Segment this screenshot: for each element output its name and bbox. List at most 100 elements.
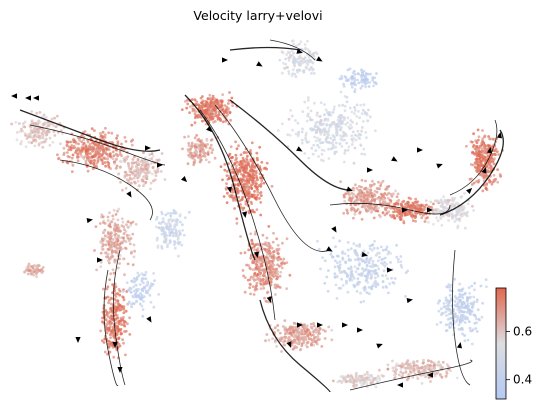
cell-point bbox=[157, 226, 161, 230]
cell-point bbox=[256, 178, 259, 182]
cell-point bbox=[70, 156, 74, 160]
cell-point bbox=[104, 126, 107, 130]
cell-point bbox=[41, 266, 45, 269]
cell-point bbox=[204, 158, 208, 162]
cell-point bbox=[310, 146, 314, 150]
cell-point bbox=[392, 192, 395, 196]
cell-point bbox=[376, 274, 380, 278]
cell-point bbox=[341, 258, 345, 261]
cell-point bbox=[198, 156, 202, 160]
cell-point bbox=[430, 367, 434, 371]
cell-point bbox=[457, 327, 461, 331]
cell-point bbox=[326, 117, 330, 121]
cell-point bbox=[467, 304, 471, 308]
cell-point bbox=[313, 135, 316, 139]
cell-point bbox=[291, 60, 295, 64]
cell-point bbox=[254, 278, 258, 281]
cell-point bbox=[144, 289, 148, 293]
cell-point bbox=[342, 131, 346, 134]
cell-point bbox=[115, 309, 119, 312]
cell-point bbox=[171, 234, 175, 238]
cell-point bbox=[107, 257, 111, 261]
cell-point bbox=[372, 207, 376, 211]
cell-point bbox=[90, 127, 94, 131]
cell-point bbox=[276, 272, 280, 276]
cell-point bbox=[467, 286, 471, 289]
cell-point bbox=[370, 249, 374, 252]
cell-point bbox=[247, 248, 251, 252]
cell-point bbox=[255, 195, 258, 199]
cell-point bbox=[276, 283, 279, 287]
cell-point bbox=[226, 113, 230, 116]
cell-point bbox=[335, 123, 338, 127]
cell-point bbox=[298, 348, 302, 352]
cell-point bbox=[358, 132, 361, 136]
cell-point bbox=[457, 323, 461, 327]
cell-point bbox=[399, 367, 403, 371]
cell-point bbox=[283, 343, 287, 347]
cell-point bbox=[333, 259, 337, 263]
cell-point bbox=[433, 364, 436, 368]
cell-point bbox=[40, 134, 44, 138]
cell-point bbox=[82, 138, 86, 142]
cell-point bbox=[116, 299, 120, 303]
cell-point bbox=[458, 217, 461, 221]
cell-point bbox=[72, 138, 76, 142]
cell-point bbox=[406, 210, 410, 214]
cell-point bbox=[361, 259, 365, 263]
cell-point bbox=[285, 261, 289, 264]
cell-point bbox=[364, 131, 368, 134]
cell-point bbox=[346, 254, 350, 258]
cell-point bbox=[447, 323, 451, 327]
cell-point bbox=[476, 138, 480, 142]
cell-point bbox=[197, 106, 201, 110]
cell-point bbox=[113, 258, 117, 262]
velocity-arrowhead bbox=[496, 132, 503, 139]
cell-point bbox=[207, 113, 211, 117]
cell-point bbox=[290, 327, 294, 330]
cell-point bbox=[475, 180, 478, 183]
cell-point bbox=[136, 158, 140, 161]
cell-point bbox=[374, 129, 377, 133]
cell-point bbox=[254, 266, 258, 270]
cell-point bbox=[147, 157, 151, 161]
cell-point bbox=[447, 317, 451, 321]
cell-point bbox=[40, 269, 44, 273]
cell-point bbox=[383, 200, 386, 204]
cell-point bbox=[361, 108, 365, 112]
cell-point bbox=[292, 51, 295, 55]
cell-point bbox=[30, 110, 34, 113]
cell-point bbox=[280, 50, 284, 54]
cell-point bbox=[381, 179, 385, 183]
cell-point bbox=[256, 190, 260, 194]
cell-point bbox=[246, 154, 249, 158]
cell-point bbox=[276, 263, 279, 267]
cell-point bbox=[392, 207, 396, 211]
cell-point bbox=[110, 131, 114, 135]
cell-point bbox=[465, 211, 469, 215]
cell-point bbox=[483, 175, 486, 178]
cell-point bbox=[258, 265, 261, 269]
cell-point bbox=[123, 176, 127, 179]
cell-point bbox=[169, 231, 173, 235]
cell-point bbox=[311, 152, 315, 156]
cell-point bbox=[424, 199, 428, 203]
cell-point bbox=[110, 330, 114, 334]
cell-point bbox=[128, 316, 132, 320]
cell-point bbox=[369, 185, 372, 189]
cell-point bbox=[295, 329, 299, 333]
cell-point bbox=[353, 88, 357, 91]
cell-point bbox=[166, 245, 169, 249]
cell-point bbox=[247, 179, 251, 183]
velocity-arrowhead bbox=[286, 341, 292, 348]
cell-point bbox=[307, 96, 310, 99]
cell-point bbox=[110, 140, 114, 144]
cell-point bbox=[127, 164, 131, 168]
cell-point bbox=[88, 152, 92, 156]
velocity-arrowhead bbox=[157, 162, 163, 168]
cell-point bbox=[335, 254, 339, 258]
cell-point bbox=[339, 180, 342, 184]
cell-point bbox=[258, 165, 262, 169]
cell-point bbox=[93, 249, 96, 252]
cell-point bbox=[459, 195, 463, 199]
